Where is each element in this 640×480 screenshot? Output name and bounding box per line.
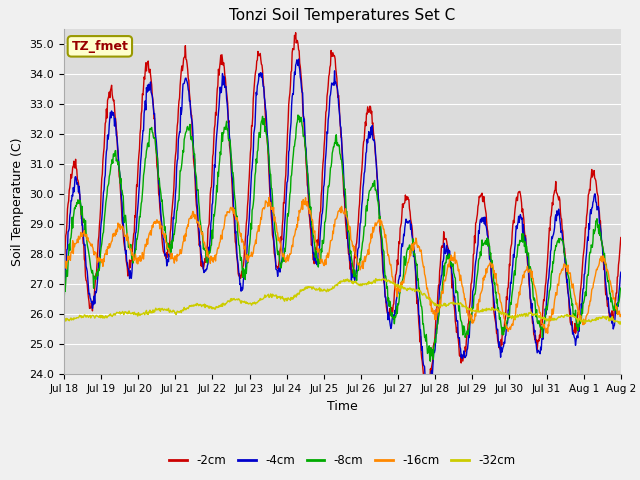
-32cm [617,319,625,324]
-32cm [372,276,380,282]
-4cm [291,72,299,77]
-2cm [590,168,598,173]
Y-axis label: Soil Temperature (C): Soil Temperature (C) [11,137,24,266]
Title: Tonzi Soil Temperatures Set C: Tonzi Soil Temperatures Set C [229,9,456,24]
-16cm [87,242,95,248]
-4cm [388,313,396,319]
-4cm [87,296,95,302]
-32cm [87,315,95,321]
-8cm [388,315,396,321]
-2cm [87,305,95,311]
X-axis label: Time: Time [327,400,358,413]
-8cm [294,112,302,118]
-16cm [163,246,171,252]
-32cm [589,317,597,323]
Line: -16cm: -16cm [64,198,621,333]
-4cm [163,257,171,263]
-2cm [617,235,625,240]
-8cm [590,231,598,237]
-16cm [292,226,300,232]
Line: -32cm: -32cm [64,279,621,324]
-4cm [295,56,303,62]
-8cm [599,244,607,250]
-8cm [163,247,171,252]
-2cm [292,30,300,36]
-8cm [426,359,434,364]
-8cm [60,301,68,307]
-4cm [590,193,598,199]
-4cm [60,292,68,298]
-32cm [388,280,396,286]
-16cm [599,253,607,259]
Line: -4cm: -4cm [64,59,621,390]
-2cm [60,264,68,270]
-32cm [616,321,624,327]
-32cm [163,308,171,313]
-16cm [60,265,68,271]
-2cm [291,36,299,41]
-8cm [291,138,299,144]
-32cm [291,292,299,298]
Legend: -2cm, -4cm, -8cm, -16cm, -32cm: -2cm, -4cm, -8cm, -16cm, -32cm [164,450,520,472]
-16cm [265,195,273,201]
-16cm [590,278,598,284]
-32cm [60,318,68,324]
-2cm [388,310,396,316]
-4cm [617,269,625,275]
-4cm [426,387,434,393]
-8cm [87,264,95,270]
-32cm [598,315,606,321]
Text: TZ_fmet: TZ_fmet [72,40,128,53]
Line: -8cm: -8cm [64,115,621,361]
-16cm [388,274,396,280]
Line: -2cm: -2cm [64,33,621,390]
-2cm [599,245,607,251]
-2cm [163,254,171,260]
-2cm [424,387,431,393]
-16cm [544,330,552,336]
-8cm [617,285,625,291]
-16cm [617,312,625,318]
-4cm [599,250,607,256]
